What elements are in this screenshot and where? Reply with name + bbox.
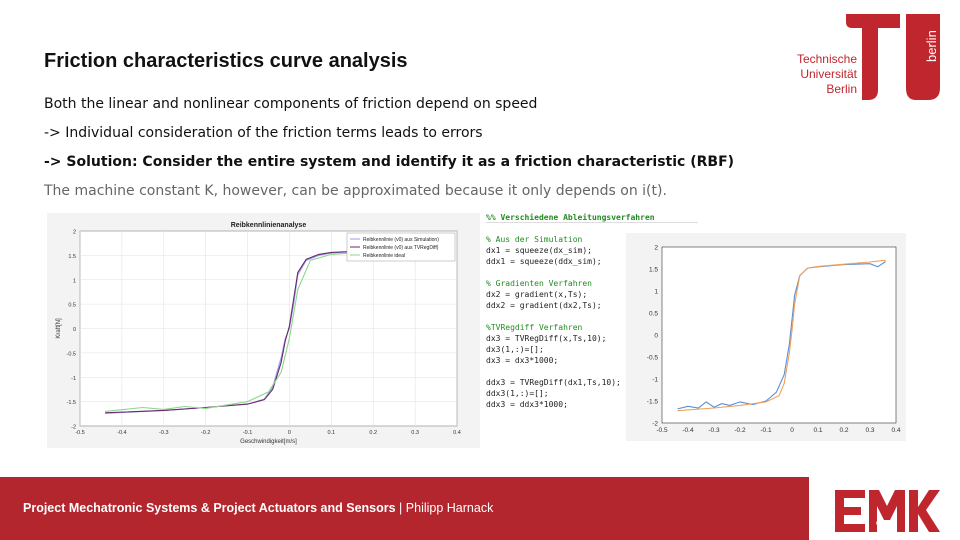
- y-tick-label: 1.5: [68, 254, 76, 260]
- footer-author: Philipp Harnack: [405, 501, 494, 515]
- chart-title: Reibkennlinienanalyse: [231, 222, 307, 229]
- series-line: [105, 248, 395, 414]
- code-line: ddx3 = TVRegDiff(dx1,Ts,10);: [486, 378, 621, 387]
- y-tick-label: 0.5: [68, 303, 76, 309]
- x-tick-label: -0.4: [117, 430, 126, 436]
- x-tick-label: 0.1: [328, 430, 336, 436]
- x-tick-label: -0.2: [201, 430, 210, 436]
- footer-bar: Project Mechatronic Systems & Project Ac…: [0, 477, 809, 540]
- x-tick-label: -0.1: [760, 427, 772, 434]
- y-tick-label: 0.5: [649, 311, 658, 318]
- x-tick-label: -0.4: [682, 427, 694, 434]
- slide-title: Friction characteristics curve analysis: [44, 50, 408, 72]
- plot-area: [661, 246, 897, 424]
- y-tick-label: -0.5: [67, 351, 76, 357]
- x-tick-label: 0.2: [839, 427, 848, 434]
- x-tick-label: -0.5: [75, 430, 84, 436]
- y-tick-label: 2: [73, 230, 76, 236]
- x-tick-label: 0.3: [411, 430, 419, 436]
- y-tick-label: -0.5: [647, 355, 659, 362]
- y-tick-label: 1: [73, 278, 76, 284]
- legend-entry: Reibkennlinie (v0) aus TVRegDiff): [363, 245, 439, 251]
- x-tick-label: 0: [288, 430, 291, 436]
- bullet-2: -> Individual consideration of the frict…: [44, 125, 483, 141]
- x-tick-label: 0.4: [453, 430, 461, 436]
- x-tick-label: -0.3: [708, 427, 720, 434]
- matlab-code: %% Verschiedene Ableitungsverfahren % Aus…: [486, 212, 698, 422]
- y-tick-label: 0: [73, 327, 76, 333]
- code-line: % Gradienten Verfahren: [486, 279, 592, 288]
- legend-entry: Reibkennlinie ideal: [363, 253, 405, 259]
- y-tick-label: -2: [652, 421, 658, 428]
- code-line: ddx3(1,:)=[];: [486, 389, 549, 398]
- y-tick-label: 1.5: [649, 267, 658, 274]
- footer-project: Project Mechatronic Systems & Project Ac…: [23, 501, 396, 515]
- logo-line-2: Universität: [800, 67, 857, 81]
- x-tick-label: 0.4: [891, 427, 900, 434]
- code-line: ddx1 = squeeze(ddx_sim);: [486, 257, 602, 266]
- logo-line-1: Technische: [796, 52, 857, 66]
- emk-logo: [835, 490, 940, 532]
- code-line: dx2 = gradient(x,Ts);: [486, 290, 588, 299]
- series-line: [677, 259, 886, 412]
- chart-right-svg: -0.5 -0.4 -0.3 -0.2 -0.1 0 0.1 0.2 0.3 0.4 -2 -1.5 -…: [647, 245, 901, 435]
- y-tick-label: -1.5: [67, 400, 76, 406]
- y-tick-label: -1.5: [647, 399, 659, 406]
- x-tick-label: -0.5: [656, 427, 668, 434]
- x-tick-label: -0.2: [734, 427, 746, 434]
- friction-chart-simulation: -0.5 -0.4 -0.3 -0.2 -0.1 0 0.1 0.2 0.3 0.4 -2 -1.5 -…: [47, 213, 480, 448]
- code-line: ddx3 = ddx3*1000;: [486, 400, 568, 409]
- code-line: dx3 = TVRegDiff(x,Ts,10);: [486, 334, 607, 343]
- y-tick-label: 0: [654, 333, 658, 340]
- code-line: %% Verschiedene Ableitungsverfahren: [486, 212, 698, 223]
- tu-berlin-wordmark: Technische Universität Berlin: [797, 52, 857, 97]
- code-line: ddx2 = gradient(dx2,Ts);: [486, 301, 602, 310]
- code-line: dx3(1,:)=[];: [486, 345, 544, 354]
- y-tick-label: -1: [652, 377, 658, 384]
- x-tick-label: -0.3: [159, 430, 168, 436]
- x-tick-label: 0: [790, 427, 794, 434]
- x-axis-label: Geschwindigkeit[m/s]: [240, 439, 297, 445]
- footer-separator: |: [395, 501, 406, 515]
- y-tick-label: 1: [654, 289, 658, 296]
- logo-line-3: Berlin: [826, 82, 857, 96]
- code-line: %TVRegdiff Verfahren: [486, 323, 583, 332]
- chart-left-svg: -0.5 -0.4 -0.3 -0.2 -0.1 0 0.1 0.2 0.3 0.4 -2 -1.5 -…: [56, 222, 461, 445]
- bullet-3: -> Solution: Consider the entire system …: [44, 154, 735, 170]
- logo-vertical-text: berlin: [924, 30, 939, 62]
- friction-chart-comparison: -0.5 -0.4 -0.3 -0.2 -0.1 0 0.1 0.2 0.3 0.4 -2 -1.5 -…: [626, 233, 906, 441]
- y-tick-label: 2: [654, 245, 658, 252]
- x-tick-label: -0.1: [243, 430, 252, 436]
- legend-entry: Reibkennlinie (v0) aus Simulation): [363, 237, 439, 243]
- footer-text: Project Mechatronic Systems & Project Ac…: [23, 501, 493, 515]
- code-line: dx3 = dx3*1000;: [486, 356, 559, 365]
- bullet-1: Both the linear and nonlinear components…: [44, 96, 538, 112]
- y-axis-label: Kraft[N]: [56, 318, 62, 339]
- bullet-4: The machine constant K, however, can be …: [44, 183, 667, 199]
- y-tick-label: -2: [71, 425, 76, 431]
- x-tick-label: 0.2: [369, 430, 377, 436]
- code-line: dx1 = squeeze(dx_sim);: [486, 246, 592, 255]
- x-tick-label: 0.1: [813, 427, 822, 434]
- x-tick-label: 0.3: [865, 427, 874, 434]
- code-line: % Aus der Simulation: [486, 235, 583, 244]
- tu-berlin-logo: berlin: [846, 14, 940, 100]
- y-tick-label: -1: [71, 376, 76, 382]
- series-line: [105, 249, 395, 412]
- legend-box: [346, 232, 456, 262]
